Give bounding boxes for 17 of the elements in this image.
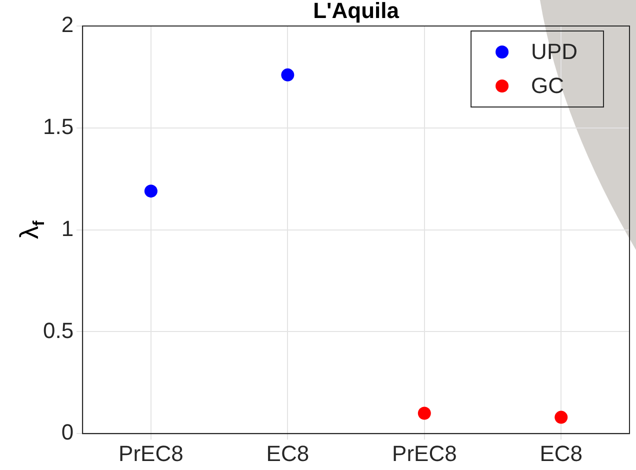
legend-label: GC <box>531 73 564 98</box>
point <box>144 184 158 198</box>
x-tick-label: EC8 <box>266 440 310 466</box>
point <box>418 406 431 420</box>
point <box>281 68 294 82</box>
y-tick-label: 2 <box>61 12 74 38</box>
y-tick-label: 1.5 <box>42 114 74 139</box>
legend-label: UPD <box>531 39 578 64</box>
point <box>554 410 568 424</box>
y-tick-label: 0 <box>61 420 74 445</box>
chart-title: L'Aquila <box>313 0 400 24</box>
y-tick-label: 0.5 <box>42 318 74 343</box>
x-tick-label: PrEC8 <box>392 440 457 466</box>
x-tick-label: EC8 <box>540 440 583 466</box>
y-axis-title: λf <box>14 220 48 239</box>
y-tick-label: 1 <box>61 216 74 241</box>
x-tick-label: PrEC8 <box>118 440 184 466</box>
